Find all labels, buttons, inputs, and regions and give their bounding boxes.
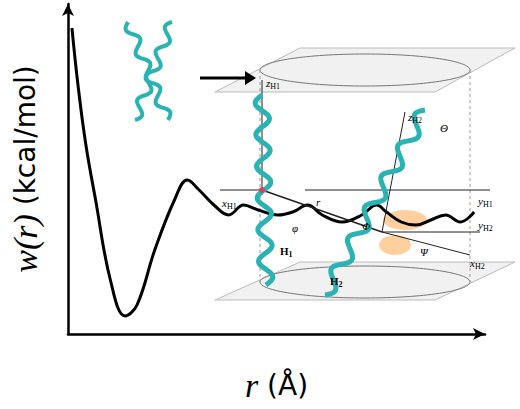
svg-text:H1: H1	[483, 200, 493, 209]
svg-text:H2: H2	[412, 116, 422, 125]
svg-text:Θ: Θ	[440, 122, 448, 134]
svg-text:z: z	[266, 77, 271, 89]
svg-text:y: y	[478, 195, 483, 207]
svg-text:x: x	[222, 197, 227, 209]
svg-text:1: 1	[289, 250, 293, 259]
svg-text:2: 2	[339, 280, 343, 289]
svg-text:x: x	[470, 257, 475, 269]
svg-text:z: z	[408, 111, 413, 123]
svg-text:Ψ: Ψ	[420, 246, 429, 258]
svg-text:(Å): (Å)	[258, 368, 308, 402]
svg-text:H: H	[330, 275, 339, 287]
svg-text:(kcal/mol): (kcal/mol)	[9, 65, 42, 214]
svg-text:H2: H2	[475, 262, 485, 271]
svg-text:r: r	[316, 196, 321, 208]
svg-text:r: r	[245, 367, 259, 404]
svg-text:φ: φ	[292, 222, 298, 234]
svg-text:y: y	[478, 219, 483, 231]
svg-text:H1: H1	[227, 202, 237, 211]
svg-text:H2: H2	[483, 224, 493, 233]
svg-text:H: H	[280, 245, 289, 257]
svg-text:w(r): w(r)	[7, 214, 45, 273]
svg-text:Φ: Φ	[362, 220, 371, 232]
svg-text:H1: H1	[270, 82, 280, 91]
